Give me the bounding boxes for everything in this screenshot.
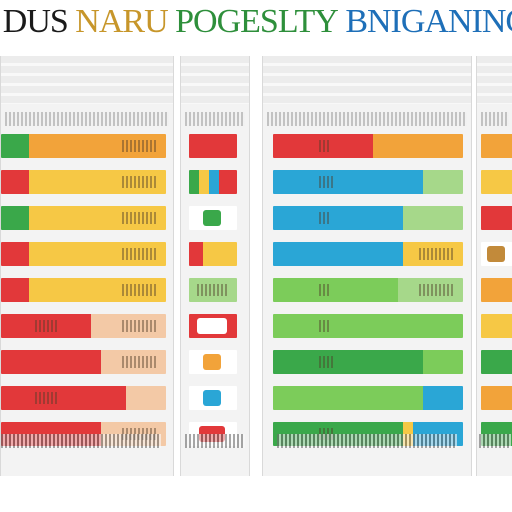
bar-row xyxy=(481,314,512,338)
panel-4 xyxy=(476,56,512,476)
bar-row xyxy=(189,386,237,410)
bar-row xyxy=(481,278,512,302)
bar-row xyxy=(481,134,512,158)
bar-row xyxy=(1,170,166,194)
bar-row xyxy=(1,242,166,266)
panel-footer xyxy=(185,434,245,448)
bar-row xyxy=(1,386,166,410)
bar-row xyxy=(1,134,166,158)
bar-row xyxy=(1,314,166,338)
panel-footer xyxy=(479,434,511,448)
bar-row xyxy=(273,386,463,410)
title-part: DUS xyxy=(2,3,69,40)
bar-row xyxy=(189,242,237,266)
bar-row xyxy=(481,170,512,194)
panel-header xyxy=(477,56,512,104)
bar-row xyxy=(273,350,463,374)
panel-subheader xyxy=(481,112,509,126)
title-part: NARU xyxy=(75,3,168,40)
bar-row xyxy=(1,278,166,302)
panel-subheader xyxy=(267,112,467,126)
bar-row xyxy=(189,206,237,230)
title-part: POGESLTY xyxy=(175,3,339,40)
bar-row xyxy=(273,206,463,230)
panel-3 xyxy=(262,56,472,476)
bar-row xyxy=(273,278,463,302)
panel-footer xyxy=(277,434,457,448)
panel-header xyxy=(1,56,173,104)
panel-2 xyxy=(180,56,250,476)
bar-row xyxy=(189,278,237,302)
panel-1 xyxy=(0,56,174,476)
bar-row xyxy=(273,170,463,194)
bar-row xyxy=(273,314,463,338)
bar-row xyxy=(1,350,166,374)
panel-header xyxy=(263,56,471,104)
bar-row xyxy=(481,242,512,266)
bar-row xyxy=(273,134,463,158)
bar-row xyxy=(1,206,166,230)
bar-row xyxy=(481,386,512,410)
bar-row xyxy=(481,206,512,230)
bar-row xyxy=(189,134,237,158)
bar-row xyxy=(189,314,237,338)
panel-subheader xyxy=(185,112,245,126)
bar-row xyxy=(189,170,237,194)
title-part: BNIGANINCO xyxy=(345,3,512,40)
page-title: IN DUS NARU POGESLTY BNIGANINCO xyxy=(0,0,512,44)
bar-row xyxy=(481,350,512,374)
bar-row xyxy=(189,350,237,374)
panel-footer xyxy=(1,434,161,448)
panel-header xyxy=(181,56,249,104)
panel-subheader xyxy=(5,112,169,126)
bar-row xyxy=(273,242,463,266)
